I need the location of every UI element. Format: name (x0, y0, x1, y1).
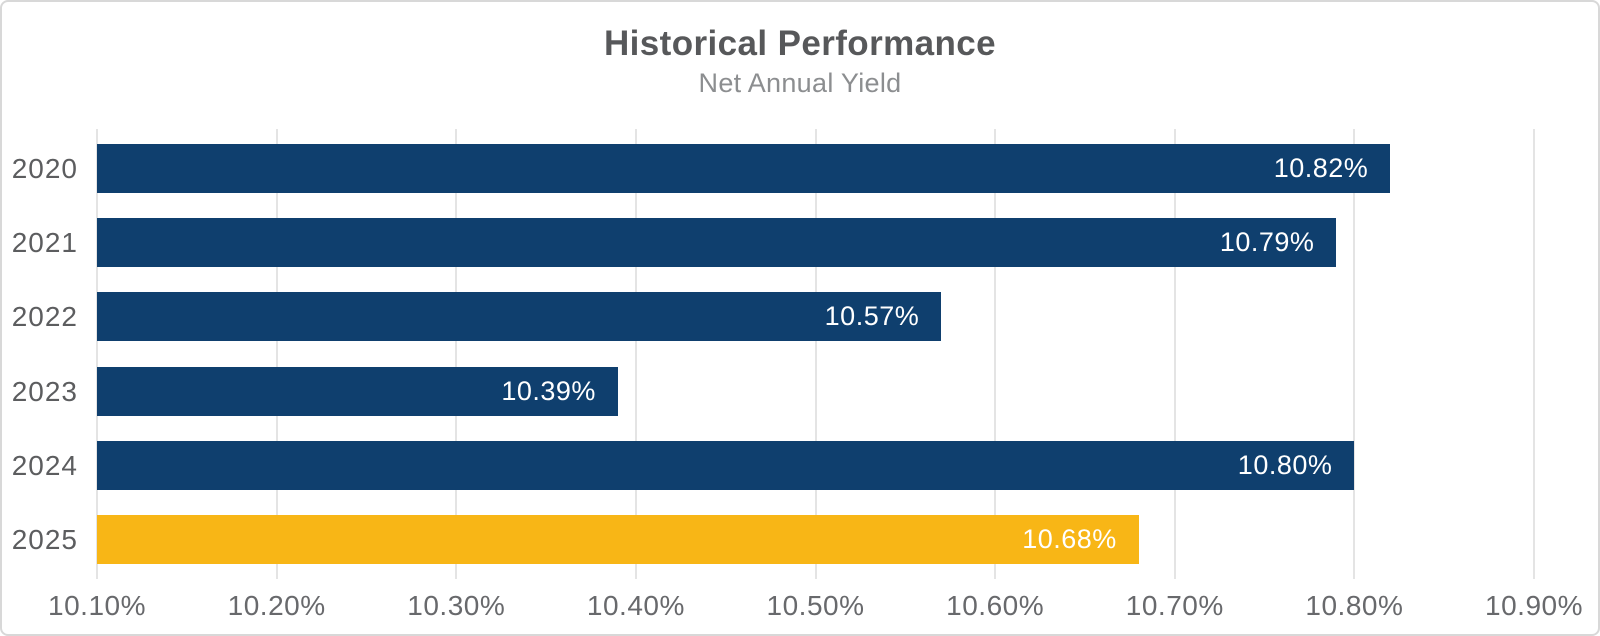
y-axis-label-2022: 2022 (11, 301, 78, 333)
plot-area: 10.82% 10.79% 10.57% 10.39% 10.80% 10.68% (96, 129, 1535, 579)
gridline (275, 129, 278, 579)
gridline (1173, 129, 1176, 579)
bar-value-label: 10.57% (824, 301, 920, 332)
bar-value-label: 10.39% (501, 375, 596, 406)
x-axis-label: 10.30% (407, 590, 506, 621)
x-axis-label: 10.70% (1125, 590, 1224, 621)
y-axis-label-2023: 2023 (11, 375, 78, 407)
x-axis-label: 10.20% (227, 590, 326, 621)
chart-title: Historical Performance (603, 24, 996, 63)
x-axis-label: 10.80% (1305, 590, 1404, 621)
bar-value-label: 10.82% (1273, 153, 1369, 183)
bar-2023: 10.39% (97, 366, 618, 416)
bar-2024: 10.80% (97, 440, 1355, 490)
gridline (455, 129, 458, 579)
y-axis-label-2025: 2025 (11, 524, 78, 555)
bar-2025: 10.68% (97, 515, 1139, 564)
y-axis-label-2020: 2020 (11, 153, 78, 184)
bar-value-label: 10.79% (1219, 227, 1315, 258)
gridline (634, 129, 637, 579)
x-axis-label: 10.40% (586, 590, 685, 621)
y-axis-label-2021: 2021 (11, 227, 78, 259)
x-axis-label: 10.90% (1485, 590, 1583, 621)
bar-2021: 10.79% (97, 218, 1337, 268)
gridline (96, 129, 98, 579)
bar-2020: 10.82% (97, 144, 1391, 193)
x-axis-label: 10.50% (766, 590, 865, 621)
chart-subtitle: Net Annual Yield (698, 68, 902, 98)
bar-2022: 10.57% (97, 292, 942, 342)
x-axis-label: 10.60% (946, 590, 1045, 621)
y-axis-label-2024: 2024 (11, 449, 78, 481)
gridline (1353, 129, 1356, 579)
bar-value-label: 10.68% (1022, 524, 1117, 554)
gridline (994, 129, 997, 579)
gridline (1533, 129, 1535, 579)
x-axis-label: 10.10% (48, 590, 146, 621)
bar-value-label: 10.80% (1237, 449, 1333, 480)
gridline (814, 129, 817, 579)
